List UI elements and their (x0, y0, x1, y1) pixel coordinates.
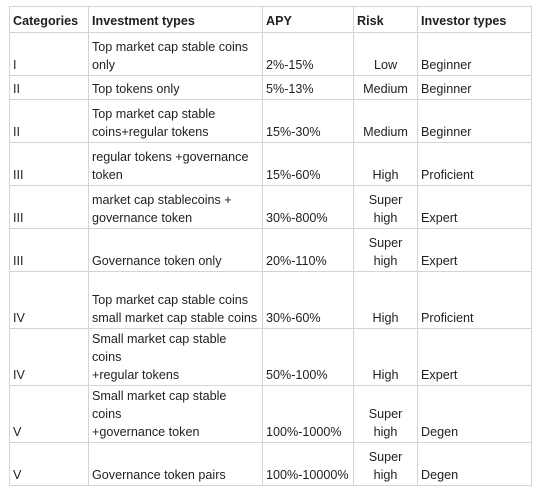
table-row: I Top market cap stable coins only 2%-15… (9, 32, 532, 76)
investor-type-cell: Beginner (417, 32, 532, 76)
table-header-row: Categories Investment types APY Risk Inv… (9, 6, 532, 33)
investor-type-cell: Expert (417, 228, 532, 272)
category-cell: III (9, 185, 89, 229)
table-row: IV Small market cap stable coins +regula… (9, 328, 532, 386)
investor-type-cell: Expert (417, 328, 532, 386)
risk-cell: Super high (353, 442, 418, 486)
category-cell: IV (9, 271, 89, 329)
table-row: IV Top market cap stable coins small mar… (9, 271, 532, 329)
risk-cell: High (353, 271, 418, 329)
table-row: III regular tokens +governance token 15%… (9, 142, 532, 186)
table-row: V Small market cap stable coins +governa… (9, 385, 532, 443)
category-cell: IV (9, 328, 89, 386)
header-investment-types: Investment types (88, 6, 263, 33)
risk-cell: Super high (353, 385, 418, 443)
risk-cell: Low (353, 32, 418, 76)
apy-cell: 50%-100% (262, 328, 354, 386)
risk-cell: Super high (353, 185, 418, 229)
investment-type-cell: Top market cap stable coins small market… (88, 271, 263, 329)
apy-cell: 30%-800% (262, 185, 354, 229)
investment-table: Categories Investment types APY Risk Inv… (9, 6, 532, 486)
apy-cell: 20%-110% (262, 228, 354, 272)
header-apy: APY (262, 6, 354, 33)
header-categories: Categories (9, 6, 89, 33)
apy-cell: 2%-15% (262, 32, 354, 76)
investment-type-cell: Top market cap stable coins+regular toke… (88, 99, 263, 143)
investment-type-cell: Top tokens only (88, 75, 263, 100)
investment-type-cell: market cap stablecoins + governance toke… (88, 185, 263, 229)
table-row: III market cap stablecoins + governance … (9, 185, 532, 229)
apy-cell: 15%-30% (262, 99, 354, 143)
risk-cell: Medium (353, 75, 418, 100)
risk-cell: Medium (353, 99, 418, 143)
category-cell: II (9, 99, 89, 143)
investor-type-cell: Proficient (417, 142, 532, 186)
category-cell: II (9, 75, 89, 100)
investment-type-cell: Governance token only (88, 228, 263, 272)
table-row: II Top market cap stable coins+regular t… (9, 99, 532, 143)
header-investor-types: Investor types (417, 6, 532, 33)
investor-type-cell: Degen (417, 385, 532, 443)
investment-type-cell: Small market cap stable coins +regular t… (88, 328, 263, 386)
table-row: II Top tokens only 5%-13% Medium Beginne… (9, 75, 532, 100)
apy-cell: 100%-10000% (262, 442, 354, 486)
risk-cell: High (353, 142, 418, 186)
category-cell: III (9, 228, 89, 272)
table-row: V Governance token pairs 100%-10000% Sup… (9, 442, 532, 486)
investor-type-cell: Beginner (417, 75, 532, 100)
apy-cell: 5%-13% (262, 75, 354, 100)
apy-cell: 15%-60% (262, 142, 354, 186)
risk-cell: Super high (353, 228, 418, 272)
investment-type-cell: regular tokens +governance token (88, 142, 263, 186)
table-row: III Governance token only 20%-110% Super… (9, 228, 532, 272)
apy-cell: 100%-1000% (262, 385, 354, 443)
investor-type-cell: Expert (417, 185, 532, 229)
category-cell: V (9, 385, 89, 443)
category-cell: III (9, 142, 89, 186)
investment-type-cell: Top market cap stable coins only (88, 32, 263, 76)
risk-cell: High (353, 328, 418, 386)
investment-type-cell: Governance token pairs (88, 442, 263, 486)
investor-type-cell: Beginner (417, 99, 532, 143)
category-cell: I (9, 32, 89, 76)
investor-type-cell: Degen (417, 442, 532, 486)
header-risk: Risk (353, 6, 418, 33)
apy-cell: 30%-60% (262, 271, 354, 329)
category-cell: V (9, 442, 89, 486)
investor-type-cell: Proficient (417, 271, 532, 329)
investment-type-cell: Small market cap stable coins +governanc… (88, 385, 263, 443)
